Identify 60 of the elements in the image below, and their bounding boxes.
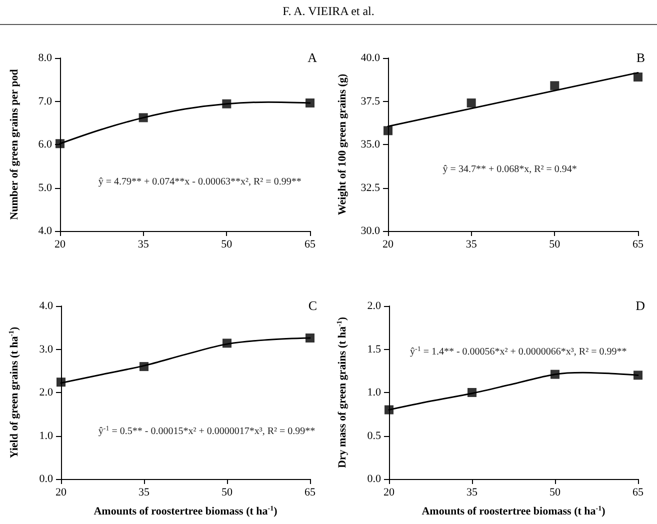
point bbox=[306, 98, 314, 108]
y-tick-label: 37.5 bbox=[360, 95, 380, 108]
x-tick-label: 20 bbox=[54, 238, 66, 250]
y-tick-label: 2.0 bbox=[367, 300, 382, 312]
y-tick-label: 2.0 bbox=[39, 386, 54, 398]
point bbox=[634, 72, 642, 82]
point bbox=[384, 405, 394, 414]
y-tick-label: 30.0 bbox=[360, 225, 380, 237]
y-tick-label: 0.0 bbox=[367, 473, 382, 485]
x-tick-label: 50 bbox=[550, 486, 561, 498]
y-tick-label: 4.0 bbox=[39, 300, 54, 312]
y-tick-label: 1.5 bbox=[367, 343, 382, 356]
y-tick-label: 0.5 bbox=[367, 430, 382, 442]
y-tick-label: 4.0 bbox=[38, 225, 52, 237]
y-tick-label: 8.0 bbox=[38, 52, 52, 64]
point bbox=[56, 378, 66, 387]
x-tick-label: 50 bbox=[222, 486, 233, 498]
annotation: ŷ = 4.79** + 0.074**x - 0.00063**x², R² = 0.99** bbox=[98, 176, 302, 188]
x-tick-label: 65 bbox=[304, 238, 316, 250]
y-tick-label: 35.0 bbox=[360, 138, 380, 150]
point bbox=[140, 362, 148, 372]
chart-title: C bbox=[308, 298, 317, 313]
point bbox=[466, 98, 476, 108]
point bbox=[222, 338, 232, 348]
chart-title: B bbox=[636, 50, 646, 65]
x-tick-label: 35 bbox=[138, 238, 150, 250]
y-tick-label: 7.0 bbox=[38, 95, 52, 108]
y-tick-label: 1.0 bbox=[367, 386, 382, 398]
point bbox=[468, 388, 476, 397]
y-tick-label: 3.0 bbox=[39, 343, 54, 356]
point bbox=[384, 126, 392, 136]
y-axis-title: Weight of 100 green grains (g) bbox=[336, 74, 348, 216]
point bbox=[634, 370, 642, 380]
chart-title: A bbox=[308, 50, 318, 65]
x-tick-label: 35 bbox=[466, 486, 478, 498]
y-tick-label: 32.5 bbox=[360, 182, 380, 194]
y-tick-label: 5.0 bbox=[38, 182, 52, 194]
point bbox=[306, 334, 314, 343]
y-tick-label: 6.0 bbox=[38, 138, 52, 150]
x-tick-label: 20 bbox=[56, 486, 67, 498]
chart-title: D bbox=[636, 298, 645, 313]
x-tick-label: 50 bbox=[221, 238, 233, 250]
point bbox=[550, 370, 560, 379]
x-tick-label: 35 bbox=[138, 486, 150, 498]
point bbox=[222, 99, 232, 108]
point bbox=[138, 113, 148, 122]
y-tick-label: 40.0 bbox=[360, 52, 380, 64]
x-tick-label: 20 bbox=[384, 486, 395, 498]
x-tick-label: 35 bbox=[466, 238, 478, 250]
x-tick-label: 65 bbox=[632, 238, 644, 250]
point bbox=[550, 81, 560, 90]
y-tick-label: 1.0 bbox=[39, 430, 54, 442]
y-axis-title: Number of green grains per pod bbox=[8, 69, 20, 220]
annotation: ŷ = 34.7** + 0.068*x, R² = 0.94* bbox=[442, 164, 577, 175]
x-tick-label: 65 bbox=[304, 486, 316, 498]
x-tick-label: 50 bbox=[549, 238, 561, 250]
text: F. A. VIEIRA et al. bbox=[0, 0, 657, 25]
y-tick-label: 0.0 bbox=[39, 473, 54, 485]
x-tick-label: 20 bbox=[382, 238, 394, 250]
x-tick-label: 65 bbox=[632, 486, 644, 498]
